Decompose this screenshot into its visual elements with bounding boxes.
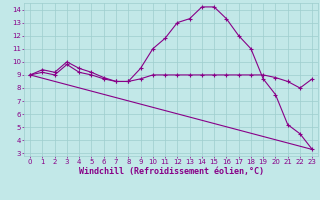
X-axis label: Windchill (Refroidissement éolien,°C): Windchill (Refroidissement éolien,°C) bbox=[79, 167, 264, 176]
